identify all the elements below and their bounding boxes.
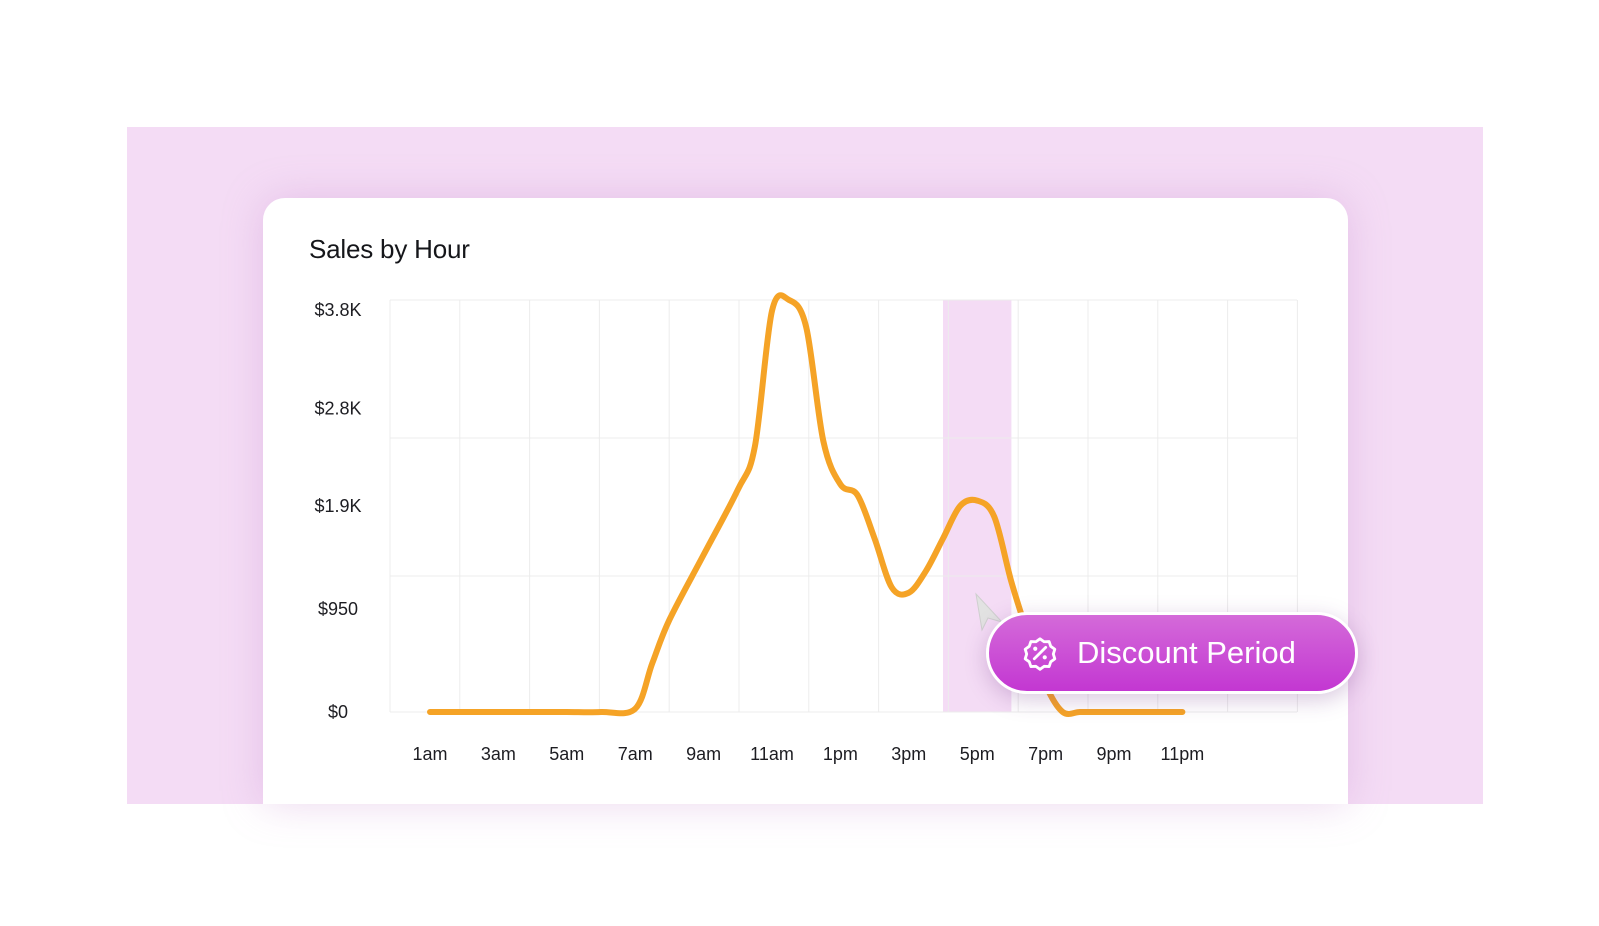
badge-label: Discount Period	[1077, 635, 1296, 670]
x-tick-label: 1pm	[823, 744, 858, 764]
x-tick-label: 3pm	[891, 744, 926, 764]
x-tick-label: 1am	[412, 744, 447, 764]
x-tick-label: 3am	[481, 744, 516, 764]
y-tick-label: $0	[328, 702, 348, 722]
y-tick-label: $1.9K	[314, 496, 361, 516]
y-axis-ticks: $3.8K $2.8K $1.9K $950 $0	[314, 300, 361, 722]
x-tick-label: 7pm	[1028, 744, 1063, 764]
x-tick-label: 11am	[750, 744, 794, 764]
x-tick-label: 9pm	[1096, 744, 1131, 764]
x-tick-label: 11pm	[1161, 744, 1205, 764]
y-tick-label: $3.8K	[314, 300, 361, 320]
y-tick-label: $2.8K	[314, 398, 361, 418]
x-tick-label: 5am	[549, 744, 584, 764]
discount-period-badge: Discount Period	[986, 612, 1358, 694]
cursor-pointer-icon	[975, 592, 1004, 632]
discount-badge-icon	[1023, 637, 1057, 671]
x-tick-label: 7am	[618, 744, 653, 764]
x-tick-label: 9am	[686, 744, 721, 764]
chart-card: Sales by Hour	[263, 198, 1348, 804]
x-axis-ticks: 1am 3am 5am 7am 9am 11am 1pm 3pm 5pm 7pm 9pm 11pm	[412, 744, 1204, 764]
chart-title: Sales by Hour	[309, 234, 470, 264]
x-tick-label: 5pm	[960, 744, 995, 764]
y-tick-label: $950	[318, 599, 358, 619]
